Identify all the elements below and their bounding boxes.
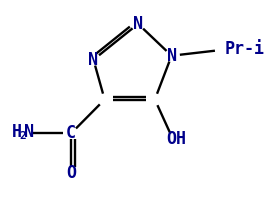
Text: N: N [24,123,34,141]
Text: O: O [66,164,76,182]
Text: OH: OH [166,130,186,148]
Text: N: N [167,47,177,65]
Text: Pr-i: Pr-i [225,40,264,58]
Text: 2: 2 [20,131,27,141]
Text: N: N [88,51,98,69]
Text: H: H [12,123,22,141]
Text: C: C [66,124,76,142]
Text: N: N [133,15,143,33]
